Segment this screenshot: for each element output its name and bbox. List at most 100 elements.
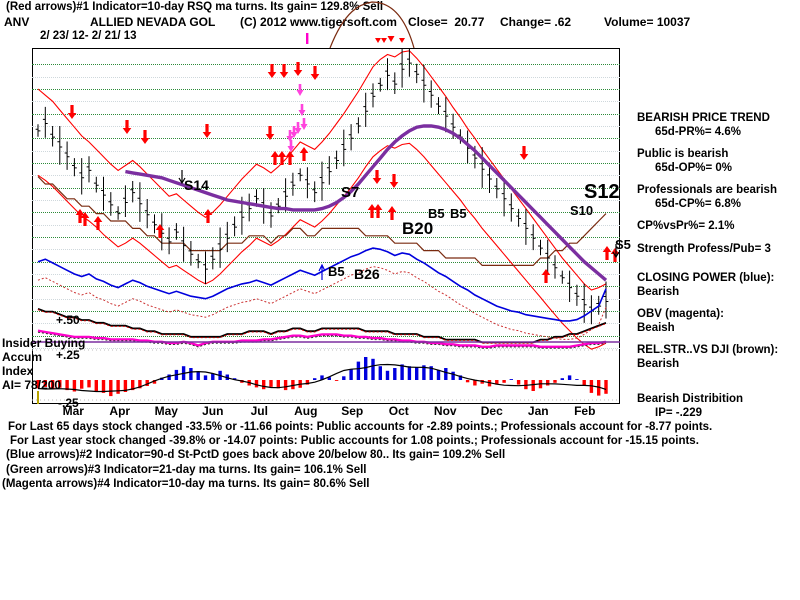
chart-label-b5: B5: [428, 206, 445, 221]
closing-power-guide-line: [37, 266, 607, 340]
copyright-notice: (C) 2012 www.tigersoft.com: [240, 15, 397, 29]
minor-gridline: [32, 323, 620, 325]
strength-value: Strength Profess/Pub= 3: [637, 242, 771, 255]
chart-label-b26: B26: [354, 266, 380, 282]
gridline: [32, 335, 620, 337]
red-arrow-legend: (Red arrows)#1 Indicator=10-day RSQ ma t…: [6, 1, 384, 13]
index-label: Index: [2, 364, 34, 378]
month-label-apr: Apr: [109, 404, 131, 418]
month-label-jan: Jan: [527, 404, 549, 418]
obv-line: [37, 329, 607, 348]
relative-strength-title: REL.STR..VS DJI (brown):: [637, 344, 779, 356]
gridline: [32, 89, 620, 90]
month-label-may: May: [154, 404, 178, 418]
analysis-sidebar: BEARISH PRICE TREND 65d-PR%= 4.6% Public…: [637, 112, 800, 429]
minor-gridline: [32, 76, 620, 78]
gridline: [32, 237, 620, 238]
axis-top: [32, 48, 620, 49]
plus-half-label: +.50: [56, 313, 80, 327]
chart-series-canvas: [32, 48, 620, 404]
distribution-title: Bearish Distribition: [637, 393, 744, 405]
month-label-sep: Sep: [341, 404, 364, 418]
chart-label-s7: S7: [341, 184, 360, 201]
change-label: Change= .62: [500, 15, 572, 29]
ai-value-label: AI= 78/200: [2, 378, 62, 392]
chart-plot-area: [32, 48, 620, 404]
volume-value: 10037: [656, 15, 691, 29]
relative-strength-line: [37, 176, 607, 266]
gridline: [32, 138, 620, 140]
price-trend-title: BEARISH PRICE TREND: [637, 112, 770, 124]
professionals-group: Professionals are bearish 65d-CP%= 6.8%: [637, 184, 800, 211]
footer-line-3: (Blue arrows)#2 Indicator=90-d St-PctD g…: [6, 449, 506, 462]
month-label-feb: Feb: [574, 404, 596, 418]
x-axis-month-labels: Mar Apr May Jun Jul Aug Sep Oct Nov Dec Jan Feb: [32, 404, 620, 420]
month-label-jun: Jun: [202, 404, 224, 418]
chart-label-b5: B5: [328, 264, 345, 279]
minor-gridline: [32, 249, 620, 251]
obv-value: Beaish: [637, 321, 675, 334]
axis-left: [32, 48, 33, 404]
distribution-group: Bearish Distribition IP= -.229: [637, 393, 800, 420]
accumulation-index-smoothed-line: [37, 363, 607, 393]
gridline: [32, 163, 620, 164]
footer-notes: For Last 65 days stock changed -33.5% or…: [2, 420, 798, 491]
chart-label-s5: S5: [615, 237, 631, 252]
public-title: Public is bearish: [637, 148, 729, 160]
volume-label: Volume= 10037: [604, 15, 691, 29]
close-value: 20.77: [454, 15, 485, 29]
minor-gridline: [32, 348, 620, 349]
chart-grid: [32, 48, 620, 404]
company-name: ALLIED NEVADA GOL: [90, 15, 216, 29]
month-label-mar: Mar: [62, 404, 84, 418]
relative-strength-value: Bearish: [637, 357, 680, 370]
minus-quarter-label: -.25: [58, 396, 79, 410]
month-label-jul: Jul: [250, 404, 268, 418]
footer-line-2: For Last year stock changed -39.8% or -1…: [10, 435, 699, 448]
footer-line-5: (Magenta arrows)#4 Indicator=10-day ma t…: [2, 477, 370, 490]
closing-power-title: CLOSING POWER (blue):: [637, 272, 775, 284]
footer-line-4: (Green arrows)#3 Indicator=21-day ma tur…: [6, 463, 367, 476]
closing-power-group: CLOSING POWER (blue): Bearish: [637, 272, 800, 299]
gridline: [32, 113, 620, 115]
quote-header-row: ANV ALLIED NEVADA GOL (C) 2012 www.tiger…: [4, 15, 690, 29]
price-trend-value: 65d-PR%= 4.6%: [655, 125, 741, 138]
header-overlay-graphics: [306, 1, 415, 49]
chart-label-b20: B20: [402, 219, 434, 238]
chart-label-b5: B5: [450, 206, 467, 221]
plus-quarter-label: +.25: [56, 348, 80, 362]
accum-label: Accum: [2, 350, 43, 364]
minor-gridline: [32, 101, 620, 103]
minor-gridline: [32, 200, 620, 201]
chart-label-s12: S12: [584, 181, 620, 203]
gridline: [32, 261, 620, 263]
minor-gridline: [32, 175, 620, 177]
minor-gridline: [32, 298, 620, 300]
minor-gridline: [32, 274, 620, 275]
axis-bottom: [32, 403, 620, 404]
obv-title: OBV (magenta):: [637, 308, 724, 320]
lower-band-line: [37, 142, 607, 350]
minor-gridline: [32, 224, 620, 226]
moving-average-line: [125, 124, 608, 282]
chart-annotations-layer: S14 S7 B20 B5 B5 S10 S12 S5 B5 B26: [32, 48, 631, 404]
closing-power-value: Bearish: [637, 285, 680, 298]
minor-gridline: [32, 150, 620, 152]
gridline: [32, 212, 620, 214]
obv-group: OBV (magenta): Beaish: [637, 308, 800, 335]
public-group: Public is bearish 65d-OP%= 0%: [637, 148, 800, 175]
ticker-symbol: ANV: [4, 15, 30, 29]
relative-strength-lower-guide: [37, 309, 607, 344]
relative-strength-group: REL.STR..VS DJI (brown): Bearish: [637, 344, 800, 371]
month-label-nov: Nov: [433, 404, 457, 418]
public-value: 65d-OP%= 0%: [655, 161, 733, 174]
month-label-oct: Oct: [388, 404, 409, 418]
date-range: 2/ 23/ 12- 2/ 21/ 13: [40, 30, 137, 42]
professionals-value: 65d-CP%= 6.8%: [655, 197, 741, 210]
change-value: .62: [554, 15, 572, 29]
insider-buying-label: Insider Buying: [2, 336, 86, 350]
gridline: [32, 64, 620, 66]
chart-label-s10: S10: [570, 203, 594, 218]
axis-right: [619, 48, 620, 404]
minor-gridline: [32, 126, 620, 127]
